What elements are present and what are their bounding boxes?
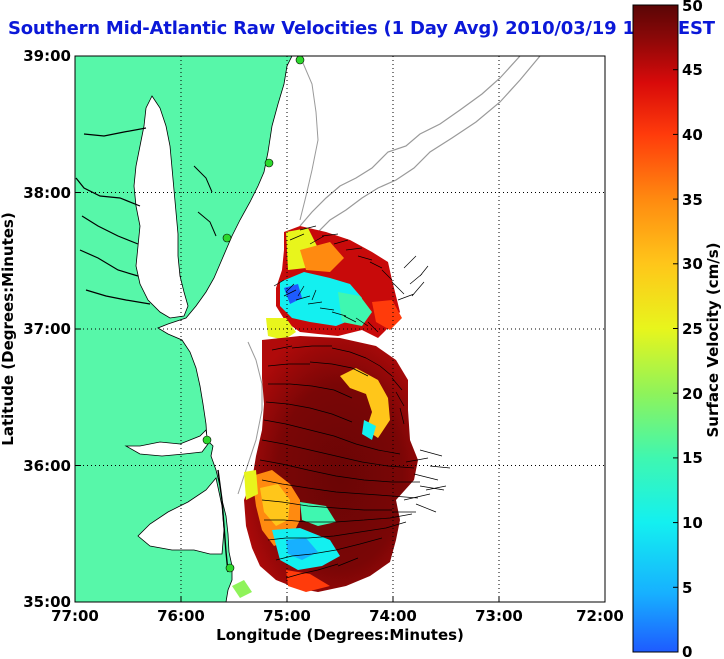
x-tick-label: 73:00 xyxy=(475,607,523,625)
y-tick-label: 39:00 xyxy=(23,47,71,65)
x-tick-label: 77:00 xyxy=(51,607,99,625)
colorbar-tick-label: 45 xyxy=(682,61,703,79)
y-tick-label: 38:00 xyxy=(23,184,71,202)
map-title: Southern Mid-Atlantic Raw Velocities (1 … xyxy=(8,18,715,39)
bathymetry-contour xyxy=(303,56,541,245)
colorbar-tick-label: 30 xyxy=(682,255,703,273)
york-river xyxy=(79,249,139,277)
bathymetry-contour xyxy=(299,56,521,227)
colorbar-tick-label: 0 xyxy=(682,643,692,659)
radar-station-marker xyxy=(202,435,212,445)
colorbar-tick-label: 10 xyxy=(682,514,703,532)
velocity-vectors xyxy=(259,225,451,579)
y-tick-label: 35:00 xyxy=(23,593,71,611)
colorbar-tick-label: 50 xyxy=(682,0,703,15)
colorbar xyxy=(632,4,679,653)
chesapeake-bay xyxy=(133,95,189,319)
colorbar-tick-label: 35 xyxy=(682,191,703,209)
colorbar-tick-marks xyxy=(673,69,678,588)
radar-station-marker xyxy=(295,56,305,65)
radar-station-marker xyxy=(225,563,235,573)
rappahannock-river xyxy=(81,215,139,245)
graticule xyxy=(75,56,605,602)
delmarva-inlets xyxy=(193,165,217,237)
x-tick-label: 72:00 xyxy=(576,607,624,625)
colorbar-tick-label: 40 xyxy=(682,126,703,144)
y-tick-label: 37:00 xyxy=(23,320,71,338)
james-river xyxy=(85,289,151,305)
colorbar-tick-label: 5 xyxy=(682,579,692,597)
radar-station-marker xyxy=(264,158,274,168)
radar-stations xyxy=(202,56,305,573)
x-tick-label: 74:00 xyxy=(369,607,417,625)
colorbar-tick-label: 25 xyxy=(682,320,703,338)
bathymetry-contour xyxy=(299,56,319,221)
albemarle-sound xyxy=(124,429,209,457)
x-tick-label: 76:00 xyxy=(157,607,205,625)
colorbar-label: Surface Velocity (cm/s) xyxy=(704,242,722,437)
colorbar-tick-label: 20 xyxy=(682,385,703,403)
outer-banks xyxy=(217,469,229,573)
colorbar-tick-label: 15 xyxy=(682,449,703,467)
y-tick-marks xyxy=(75,55,81,603)
bathymetry-contour xyxy=(237,341,263,495)
northern-tributary xyxy=(83,127,147,137)
potomac-river xyxy=(75,177,141,207)
y-tick-label: 36:00 xyxy=(23,457,71,475)
radar-station-marker xyxy=(222,233,232,243)
x-tick-label: 75:00 xyxy=(263,607,311,625)
land-mass xyxy=(75,56,293,602)
y-axis-label: Latitude (Degrees:Minutes) xyxy=(0,212,17,445)
x-tick-marks xyxy=(74,596,606,602)
x-axis-label: Longitude (Degrees:Minutes) xyxy=(216,626,464,644)
